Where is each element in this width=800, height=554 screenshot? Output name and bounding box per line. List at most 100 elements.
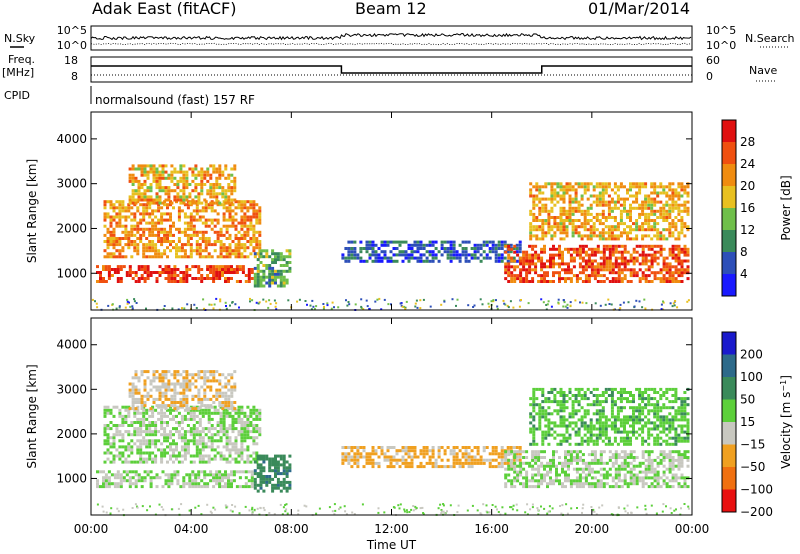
data-cell [532, 436, 536, 440]
data-cell [616, 185, 620, 189]
data-cell [222, 427, 226, 431]
data-cell [224, 476, 227, 480]
data-cell [608, 265, 612, 269]
data-cell [160, 424, 164, 427]
data-cell [201, 427, 205, 431]
data-cell [185, 373, 189, 377]
data-cell [140, 167, 144, 171]
data-cell [434, 461, 438, 465]
data-cell [479, 458, 483, 462]
data-cell [632, 476, 636, 480]
data-cell [134, 391, 138, 395]
data-cell [265, 475, 269, 478]
data-cell [116, 265, 120, 269]
data-cell [179, 382, 183, 386]
nsearch-trace [90, 42, 692, 46]
data-cell [224, 485, 227, 489]
data-cell [244, 482, 248, 486]
data-cell [167, 473, 171, 477]
data-cell [552, 464, 555, 468]
data-cell [500, 256, 504, 260]
data-cell [185, 195, 189, 199]
data-cell [360, 305, 363, 308]
data-cell [564, 456, 567, 459]
data-cell [219, 405, 223, 409]
data-cell [635, 250, 639, 254]
data-cell [192, 454, 196, 458]
data-cell [227, 198, 231, 202]
data-cell [431, 253, 435, 257]
data-cell [541, 228, 545, 232]
data-cell [139, 237, 143, 240]
data-cell [243, 218, 247, 222]
data-cell [602, 244, 606, 248]
data-cell [632, 473, 636, 477]
data-cell [186, 243, 190, 247]
data-cell [641, 262, 645, 266]
data-cell [218, 268, 222, 271]
data-cell [227, 382, 231, 386]
data-cell [620, 467, 624, 471]
data-cell [152, 176, 156, 180]
data-cell [656, 485, 660, 489]
data-cell [647, 470, 651, 474]
data-cell [383, 452, 387, 456]
data-cell [422, 253, 426, 257]
data-cell [227, 479, 230, 483]
data-cell [109, 206, 113, 210]
data-cell [192, 224, 196, 228]
data-cell [561, 482, 564, 486]
data-cell [170, 394, 174, 398]
data-cell [131, 385, 135, 389]
data-cell [121, 424, 125, 427]
data-cell [559, 216, 563, 219]
data-cell [592, 200, 596, 204]
data-cell [549, 476, 552, 480]
data-cell [680, 458, 684, 462]
data-cell [662, 479, 666, 483]
data-cell [456, 298, 459, 301]
data-cell [207, 411, 211, 415]
data-cell [185, 401, 189, 404]
data-cell [125, 274, 129, 277]
data-cell [464, 461, 468, 465]
data-cell [550, 225, 554, 229]
data-cell [191, 167, 195, 171]
data-cell [163, 240, 167, 243]
data-cell [136, 246, 140, 250]
data-cell [102, 476, 105, 480]
data-cell [665, 194, 669, 198]
data-cell [650, 209, 654, 213]
data-cell [607, 182, 611, 186]
data-cell [161, 170, 165, 174]
data-cell [164, 479, 168, 483]
data-cell [686, 194, 690, 198]
data-cell [176, 274, 180, 277]
data-cell [148, 439, 152, 443]
nsky-trace [90, 32, 692, 41]
data-cell [167, 404, 171, 408]
data-cell [127, 442, 131, 446]
data-cell [611, 262, 615, 266]
data-cell [237, 230, 241, 234]
data-cell [172, 454, 175, 458]
data-cell [279, 269, 283, 273]
data-cell [598, 231, 602, 235]
data-cell [665, 203, 669, 207]
data-cell [274, 252, 277, 256]
data-cell [213, 218, 217, 222]
data-cell [541, 387, 545, 391]
data-cell [106, 215, 110, 219]
data-cell [185, 198, 189, 202]
data-cell [252, 209, 256, 213]
data-cell [222, 430, 226, 434]
data-cell [228, 237, 232, 240]
data-cell [198, 454, 202, 458]
data-cell [662, 247, 666, 251]
data-cell [197, 373, 201, 377]
data-cell [531, 256, 535, 260]
data-cell [531, 467, 535, 471]
data-cell [240, 243, 244, 247]
data-cell [547, 406, 551, 410]
data-cell [177, 430, 181, 434]
